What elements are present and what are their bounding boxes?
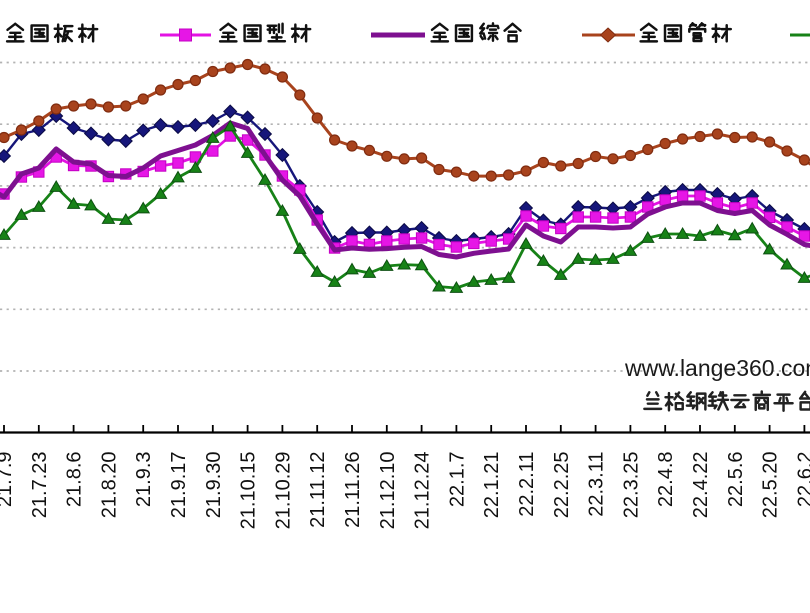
svg-text:22.5.20: 22.5.20 — [760, 452, 782, 519]
svg-text:21.10.15: 21.10.15 — [238, 452, 260, 530]
svg-text:21.7.9: 21.7.9 — [0, 452, 16, 508]
svg-text:22.5.6: 22.5.6 — [725, 452, 747, 508]
svg-text:21.8.6: 21.8.6 — [64, 452, 86, 508]
svg-text:22.4.22: 22.4.22 — [690, 452, 712, 519]
svg-text:22.1.7: 22.1.7 — [446, 452, 468, 508]
svg-text:21.12.10: 21.12.10 — [377, 452, 399, 530]
svg-text:www.lange360.com: www.lange360.com — [624, 355, 810, 381]
svg-text:21.11.12: 21.11.12 — [307, 452, 329, 528]
svg-text:21.9.30: 21.9.30 — [203, 452, 225, 519]
svg-text:22.4.8: 22.4.8 — [655, 452, 677, 508]
svg-text:21.9.17: 21.9.17 — [168, 452, 190, 519]
svg-text:22.3.11: 22.3.11 — [586, 452, 608, 517]
svg-text:22.1.21: 22.1.21 — [481, 452, 503, 519]
svg-text:21.7.23: 21.7.23 — [29, 452, 51, 519]
svg-text:22.2.25: 22.2.25 — [551, 452, 573, 519]
svg-text:21.11.26: 21.11.26 — [342, 452, 364, 528]
svg-text:21.8.20: 21.8.20 — [98, 452, 120, 519]
svg-text:22.2.11: 22.2.11 — [516, 452, 538, 517]
svg-text:22.3.25: 22.3.25 — [620, 452, 642, 519]
svg-text:22.6.2: 22.6.2 — [794, 452, 810, 508]
svg-text:21.12.24: 21.12.24 — [412, 452, 434, 530]
svg-text:21.9.3: 21.9.3 — [133, 452, 155, 508]
svg-text:21.10.29: 21.10.29 — [272, 452, 294, 530]
